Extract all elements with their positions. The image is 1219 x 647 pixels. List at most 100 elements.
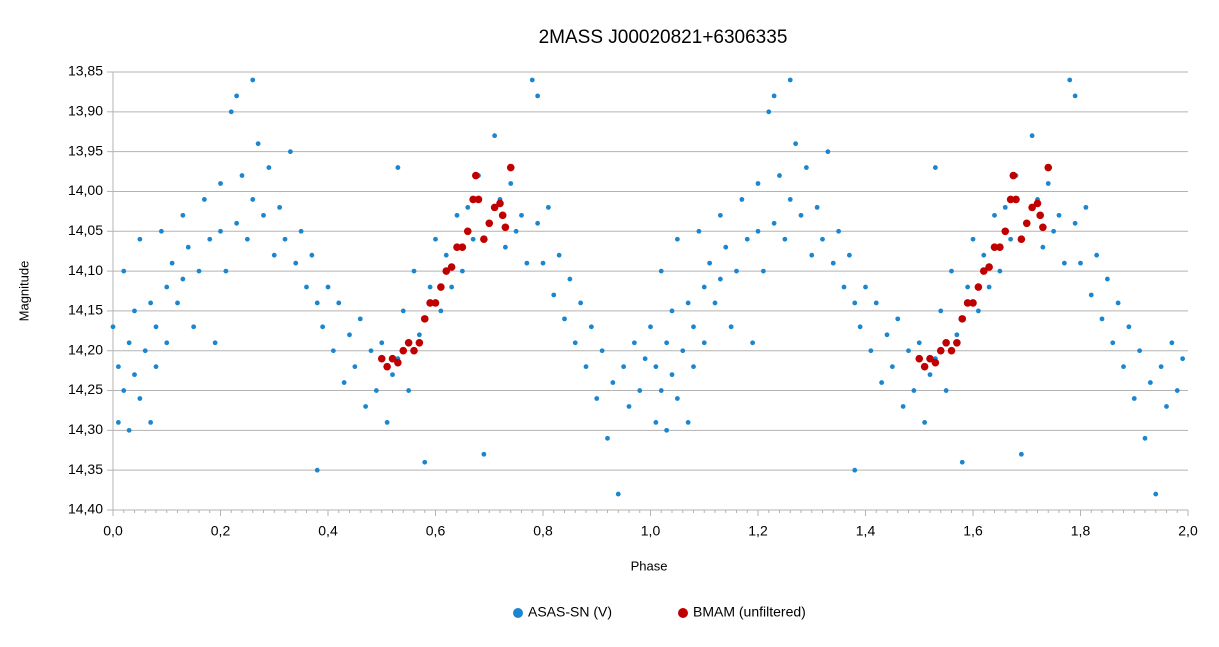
point: [985, 263, 993, 271]
point: [1017, 235, 1026, 244]
point: [1131, 396, 1137, 401]
point: [1099, 316, 1105, 322]
point: [438, 308, 444, 314]
x-tick-label: 1,6: [963, 523, 983, 539]
point: [191, 324, 197, 330]
point: [906, 348, 911, 354]
point: [942, 338, 950, 347]
point: [868, 348, 874, 354]
point: [201, 197, 207, 202]
point: [766, 109, 772, 115]
point: [535, 93, 541, 99]
point: [949, 268, 954, 274]
point: [1006, 195, 1015, 204]
point: [1009, 171, 1018, 180]
y-tick-label: 14,20: [68, 341, 103, 357]
point: [814, 204, 820, 210]
y-tick-label: 14,00: [68, 182, 103, 198]
point: [556, 252, 562, 258]
point: [524, 260, 530, 266]
point: [164, 340, 170, 346]
point: [433, 236, 438, 242]
point: [255, 141, 261, 147]
point: [314, 467, 320, 473]
point: [373, 388, 379, 393]
point: [1036, 211, 1044, 220]
point: [1115, 300, 1121, 306]
point: [970, 236, 976, 242]
point: [1045, 181, 1051, 186]
point: [223, 268, 229, 274]
point: [691, 324, 696, 330]
x-tick-label: 1,4: [856, 523, 876, 539]
point: [169, 260, 175, 266]
point: [1056, 212, 1062, 218]
x-tick-label: 1,8: [1071, 523, 1091, 539]
point: [404, 338, 413, 347]
point: [578, 300, 584, 306]
point: [388, 354, 397, 363]
point: [474, 195, 483, 204]
point: [852, 300, 858, 306]
point: [453, 243, 461, 251]
point: [669, 372, 675, 378]
point: [437, 283, 445, 291]
point: [175, 300, 180, 306]
point: [126, 427, 132, 433]
point: [1029, 133, 1035, 139]
point: [287, 149, 293, 155]
point: [990, 243, 999, 251]
point: [969, 299, 977, 307]
point: [1022, 219, 1031, 228]
point: [1088, 292, 1094, 298]
point: [787, 77, 793, 83]
point: [304, 284, 309, 290]
point: [420, 315, 429, 323]
point: [750, 340, 756, 346]
point: [631, 340, 637, 346]
point: [341, 380, 347, 385]
point: [1142, 435, 1148, 441]
point: [383, 362, 391, 371]
point: [931, 358, 940, 367]
point: [463, 227, 472, 236]
point: [180, 212, 186, 218]
point: [320, 324, 326, 330]
point: [239, 173, 245, 178]
point: [947, 346, 956, 355]
point: [400, 308, 406, 314]
point: [261, 212, 266, 218]
point: [196, 268, 202, 274]
point: [664, 427, 670, 433]
point: [793, 141, 799, 147]
point: [266, 165, 272, 170]
point: [545, 204, 551, 210]
point: [293, 260, 299, 266]
point: [535, 220, 541, 226]
grid: 13,85 13,90 13,95 14,00 14,05 14,10 14,15 14,20…: [68, 63, 1198, 539]
point: [755, 228, 761, 234]
point: [1028, 203, 1036, 212]
point: [936, 346, 945, 355]
point: [707, 260, 713, 266]
point: [422, 459, 428, 465]
point: [508, 181, 514, 186]
point: [1012, 195, 1020, 204]
point: [653, 420, 659, 425]
point: [895, 316, 901, 322]
point: [852, 467, 858, 473]
point: [218, 181, 223, 186]
legend-label: BMAM (unfiltered): [693, 604, 806, 620]
point: [325, 284, 331, 290]
point: [368, 348, 374, 354]
y-tick-label: 14,05: [68, 222, 103, 238]
point: [481, 451, 487, 457]
point: [529, 77, 535, 83]
point: [648, 324, 653, 330]
point: [352, 364, 358, 370]
point: [927, 372, 933, 378]
point: [922, 420, 928, 425]
point: [394, 358, 402, 367]
x-tick-label: 0,6: [426, 523, 446, 539]
legend: ASAS-SN (V) BMAM (unfiltered): [513, 604, 806, 620]
